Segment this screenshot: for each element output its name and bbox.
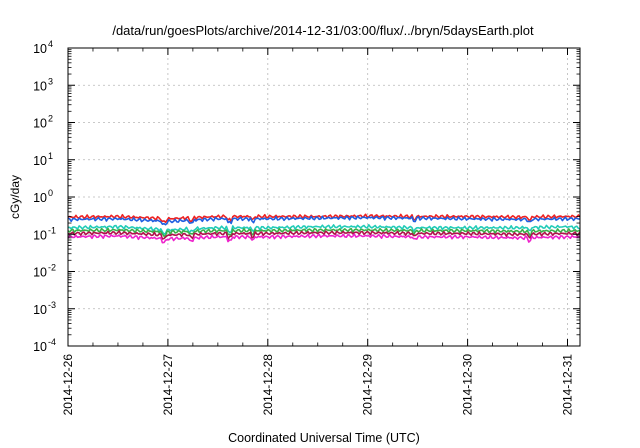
y-tick-exponent: 0: [48, 188, 53, 198]
series-line: [67, 213, 581, 223]
series-lines: [67, 213, 581, 244]
y-tick-exponent: 1: [48, 151, 53, 161]
y-tick-label: 10: [33, 117, 47, 131]
x-tick-label: 2014-12-26: [61, 354, 75, 416]
x-tick-label: 2014-12-29: [361, 354, 375, 416]
series-line: [67, 227, 581, 237]
series-line: [67, 224, 581, 235]
chart-title: /data/run/goesPlots/archive/2014-12-31/0…: [112, 23, 534, 38]
series-line: [67, 230, 581, 240]
y-tick-exponent: -1: [48, 225, 56, 235]
y-tick-exponent: 2: [48, 114, 53, 124]
y-tick-exponent: 3: [48, 76, 53, 86]
x-axis-label: Coordinated Universal Time (UTC): [228, 431, 420, 445]
y-axis-label: cGy/day: [8, 175, 22, 219]
y-tick-label: 10: [33, 79, 47, 93]
y-tick-exponent: -4: [48, 337, 56, 347]
y-tick-label: 10: [33, 154, 47, 168]
y-tick-exponent: -2: [48, 263, 56, 273]
x-tick-label: 2014-12-28: [261, 354, 275, 416]
y-tick-label: 10: [33, 191, 47, 205]
y-tick-label: 10: [33, 303, 47, 317]
y-tick-label: 10: [33, 340, 47, 354]
y-tick-label: 10: [33, 42, 47, 56]
series-line: [67, 215, 580, 226]
y-tick-label: 10: [33, 266, 47, 280]
grid: [68, 48, 580, 346]
series-line: [67, 233, 581, 244]
x-tick-label: 2014-12-31: [561, 354, 575, 416]
y-tick-exponent: -3: [48, 300, 56, 310]
y-tick-label: 10: [33, 228, 47, 242]
x-axis: 2014-12-26 2014-12-27 2014-12-28 2014-12-29…: [61, 48, 575, 415]
y-tick-exponent: 4: [48, 39, 53, 49]
x-tick-label: 2014-12-27: [161, 354, 175, 416]
x-tick-label: 2014-12-30: [461, 354, 475, 416]
